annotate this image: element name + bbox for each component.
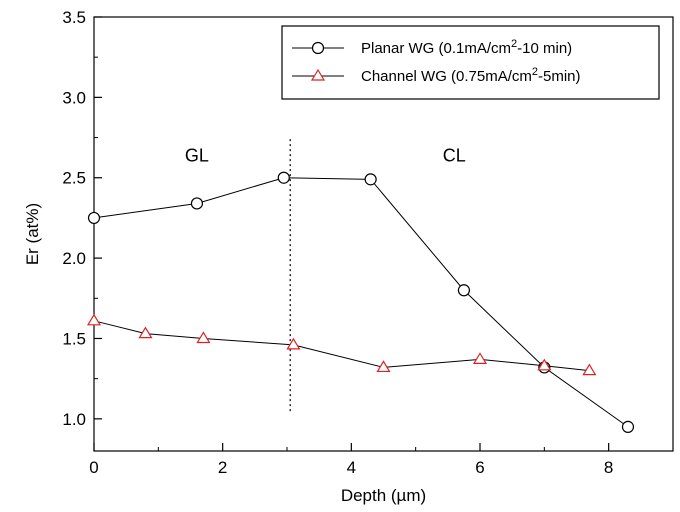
legend-entry-planar: Planar WG (0.1mA/cm2-10 min)	[292, 38, 572, 57]
y-tick-label: 2.5	[62, 169, 86, 188]
data-point-planar	[87, 211, 101, 225]
data-point-channel	[376, 360, 391, 373]
legend-label-channel: Channel WG (0.75mA/cm2-5min)	[361, 66, 581, 85]
data-point-planar	[277, 171, 290, 184]
legend-label-channel-sup: 2	[532, 66, 538, 78]
y-tick-label: 1.0	[62, 410, 86, 429]
x-tick-label: 4	[347, 458, 356, 477]
series-line-planar	[93, 177, 629, 428]
legend-marker-planar	[311, 41, 325, 55]
x-tick-label: 6	[475, 458, 484, 477]
series-line-channel	[93, 320, 590, 372]
x-tick-label: 0	[89, 458, 98, 477]
region-label-gl: GL	[185, 146, 209, 166]
legend-entry-channel: Channel WG (0.75mA/cm2-5min)	[292, 66, 581, 85]
legend-label-planar: Planar WG (0.1mA/cm2-10 min)	[361, 38, 572, 57]
data-point-planar	[457, 284, 471, 297]
plot-frame	[93, 16, 674, 452]
legend-label-planar-sup: 2	[511, 38, 517, 50]
data-point-channel	[86, 313, 102, 326]
data-point-planar	[190, 197, 204, 210]
data-point-channel	[138, 326, 153, 339]
x-tick-label: 2	[218, 458, 227, 477]
data-point-channel	[472, 352, 488, 364]
x-tick-label: 8	[604, 458, 613, 477]
region-label-cl: CL	[443, 146, 466, 166]
x-axis-label: Depth (µm)	[341, 486, 426, 505]
data-point-planar	[364, 173, 377, 186]
y-axis-label: Er (at%)	[23, 203, 42, 265]
y-tick-label: 3.5	[62, 8, 86, 27]
data-point-channel	[196, 331, 211, 344]
legend-label-planar-main: Planar WG (0.1mA/cm	[361, 40, 511, 57]
y-tick-label: 1.5	[62, 329, 86, 348]
data-point-planar	[621, 420, 635, 433]
legend: Planar WG (0.1mA/cm2-10 min) Channel WG …	[281, 25, 660, 100]
y-tick-label: 3.0	[62, 88, 86, 107]
legend-label-planar-rest: -10 min)	[517, 40, 572, 57]
legend-box	[281, 25, 660, 100]
data-point-channel	[286, 337, 301, 350]
legend-marker-channel	[310, 68, 326, 81]
data-point-channel	[582, 363, 597, 376]
legend-label-channel-rest: -5min)	[538, 68, 581, 85]
y-tick-label: 2.0	[62, 249, 86, 268]
data-point-channel	[537, 358, 552, 371]
legend-label-channel-main: Channel WG (0.75mA/cm	[361, 68, 532, 85]
